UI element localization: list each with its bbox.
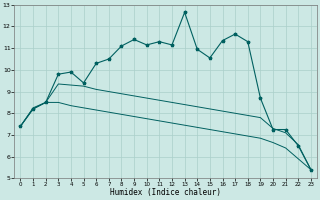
X-axis label: Humidex (Indice chaleur): Humidex (Indice chaleur) [110, 188, 221, 197]
